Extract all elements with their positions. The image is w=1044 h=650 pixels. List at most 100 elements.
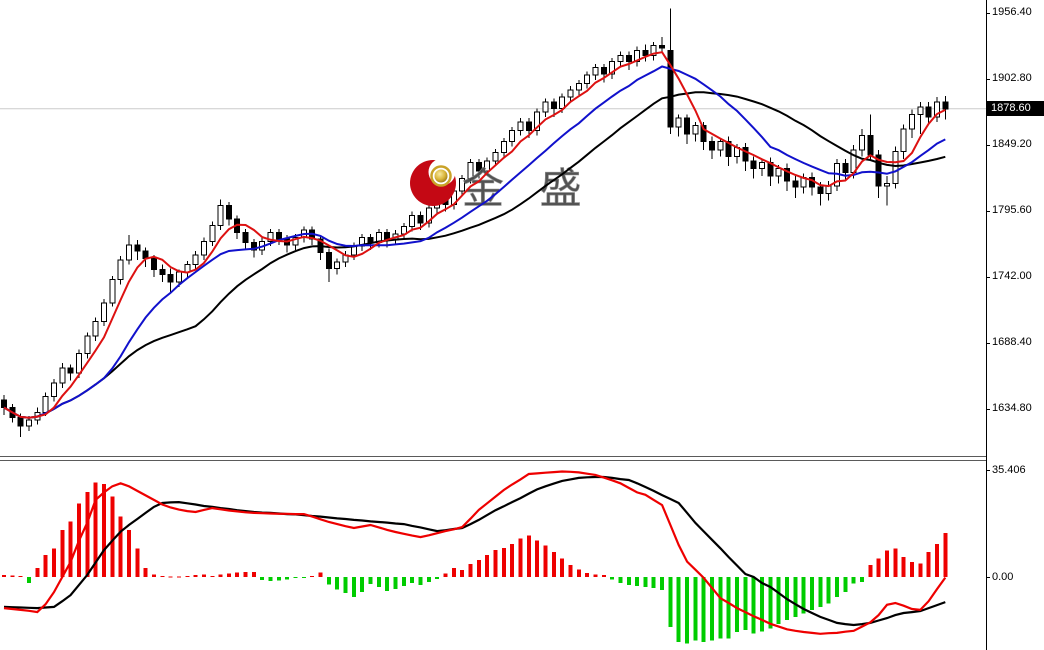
oscillator-bar	[193, 575, 198, 577]
oscillator-bar	[43, 554, 48, 577]
oscillator-bar	[476, 560, 481, 577]
candle-up	[100, 302, 107, 322]
candle-up	[517, 121, 524, 131]
axis-tick	[986, 408, 990, 410]
candle-up	[675, 117, 682, 128]
oscillator-bar	[10, 575, 15, 577]
pane-splitter[interactable]	[0, 456, 986, 461]
oscillator-bar	[426, 577, 431, 583]
candle-down	[942, 101, 949, 110]
candles-layer	[1, 8, 949, 438]
oscillator-bar	[235, 572, 240, 577]
oscillator-bar	[551, 551, 556, 577]
oscillator-bar	[260, 577, 265, 581]
candle-down	[475, 161, 482, 172]
oscillator-bar	[535, 540, 540, 577]
candle-down	[875, 154, 882, 187]
oscillator-bar	[593, 574, 598, 577]
candle-down	[367, 237, 374, 244]
oscillator-bar	[685, 577, 690, 644]
oscillator-bar	[618, 577, 623, 584]
candle-up	[900, 128, 907, 152]
oscillator-bar	[501, 547, 506, 577]
oscillator-bar	[168, 576, 173, 578]
oscillator-bar	[768, 577, 773, 629]
oscillator-bar	[143, 568, 148, 577]
candle-up	[575, 83, 582, 91]
oscillator-bar	[943, 532, 948, 577]
candle-up	[492, 152, 499, 162]
axis-tick	[986, 276, 990, 278]
oscillator-histogram-layer	[2, 482, 948, 644]
price-axis-label: 1795.60	[992, 203, 1032, 216]
oscillator-bar	[218, 574, 223, 577]
candle-up	[484, 160, 491, 172]
oscillator-bar	[443, 573, 448, 577]
price-axis-label: 1902.80	[992, 71, 1032, 84]
candle-up	[759, 161, 766, 170]
candle-down	[684, 117, 691, 135]
price-axis-label: 1956.40	[992, 6, 1032, 18]
candle-up	[59, 367, 66, 384]
candle-up	[775, 168, 782, 177]
candle-down	[817, 186, 824, 194]
candle-down	[250, 242, 257, 251]
oscillator-bar	[851, 577, 856, 584]
axis-tick	[986, 144, 990, 146]
oscillator-bar	[2, 575, 6, 577]
oscillator-bar	[635, 577, 640, 587]
candle-up	[892, 150, 899, 184]
oscillator-bar	[410, 577, 415, 584]
oscillator-bar	[718, 577, 723, 639]
candle-down	[867, 134, 874, 156]
oscillator-bar	[801, 577, 806, 614]
oscillator-bar	[243, 572, 248, 577]
oscillator-bar	[651, 577, 656, 588]
oscillator-bar	[893, 548, 898, 577]
oscillator-bar	[418, 577, 423, 585]
oscillator-bar	[343, 577, 348, 594]
candle-up	[217, 205, 224, 226]
oscillator-bar	[126, 529, 131, 577]
oscillator-bar	[543, 545, 548, 577]
candle-up	[650, 45, 657, 56]
oscillator-bar	[693, 577, 698, 641]
oscillator-bar	[68, 521, 73, 577]
price-axis-label: 1634.80	[992, 401, 1032, 414]
candle-down	[725, 141, 732, 157]
oscillator-bar	[493, 550, 498, 577]
candle-down	[792, 180, 799, 188]
oscillator-bar	[926, 551, 931, 577]
candle-down	[150, 258, 157, 271]
oscillator-bar	[101, 483, 106, 577]
oscillator-bar	[710, 577, 715, 641]
candle-down	[925, 106, 932, 118]
oscillator-bar	[810, 577, 815, 611]
candle-up	[75, 352, 82, 374]
candle-up	[292, 237, 299, 246]
candle-up	[617, 54, 624, 63]
candle-up	[559, 96, 566, 109]
candle-down	[750, 160, 757, 170]
candle-up	[175, 271, 182, 283]
oscillator-bar	[884, 550, 889, 577]
candle-down	[325, 251, 332, 269]
axis-tick	[986, 210, 990, 212]
price-axis[interactable]: 1956.40 1902.80 1849.20 1795.60 1742.00 1688.…	[986, 0, 1044, 650]
candle-up	[125, 244, 132, 261]
axis-tick	[986, 470, 990, 471]
oscillator-bar	[818, 577, 823, 607]
candle-up	[908, 113, 915, 130]
candle-up	[717, 141, 724, 151]
candle-up	[50, 382, 57, 397]
oscillator-bar	[293, 577, 298, 579]
candle-up	[200, 240, 207, 256]
chart-canvas[interactable]: 金 盛	[0, 0, 986, 650]
candle-down	[642, 49, 649, 56]
candle-up	[267, 232, 274, 242]
candle-down	[550, 101, 557, 109]
oscillator-bar	[859, 577, 864, 583]
oscillator-bar	[576, 569, 581, 577]
oscillator-bar	[110, 496, 115, 577]
candle-up	[359, 237, 366, 247]
